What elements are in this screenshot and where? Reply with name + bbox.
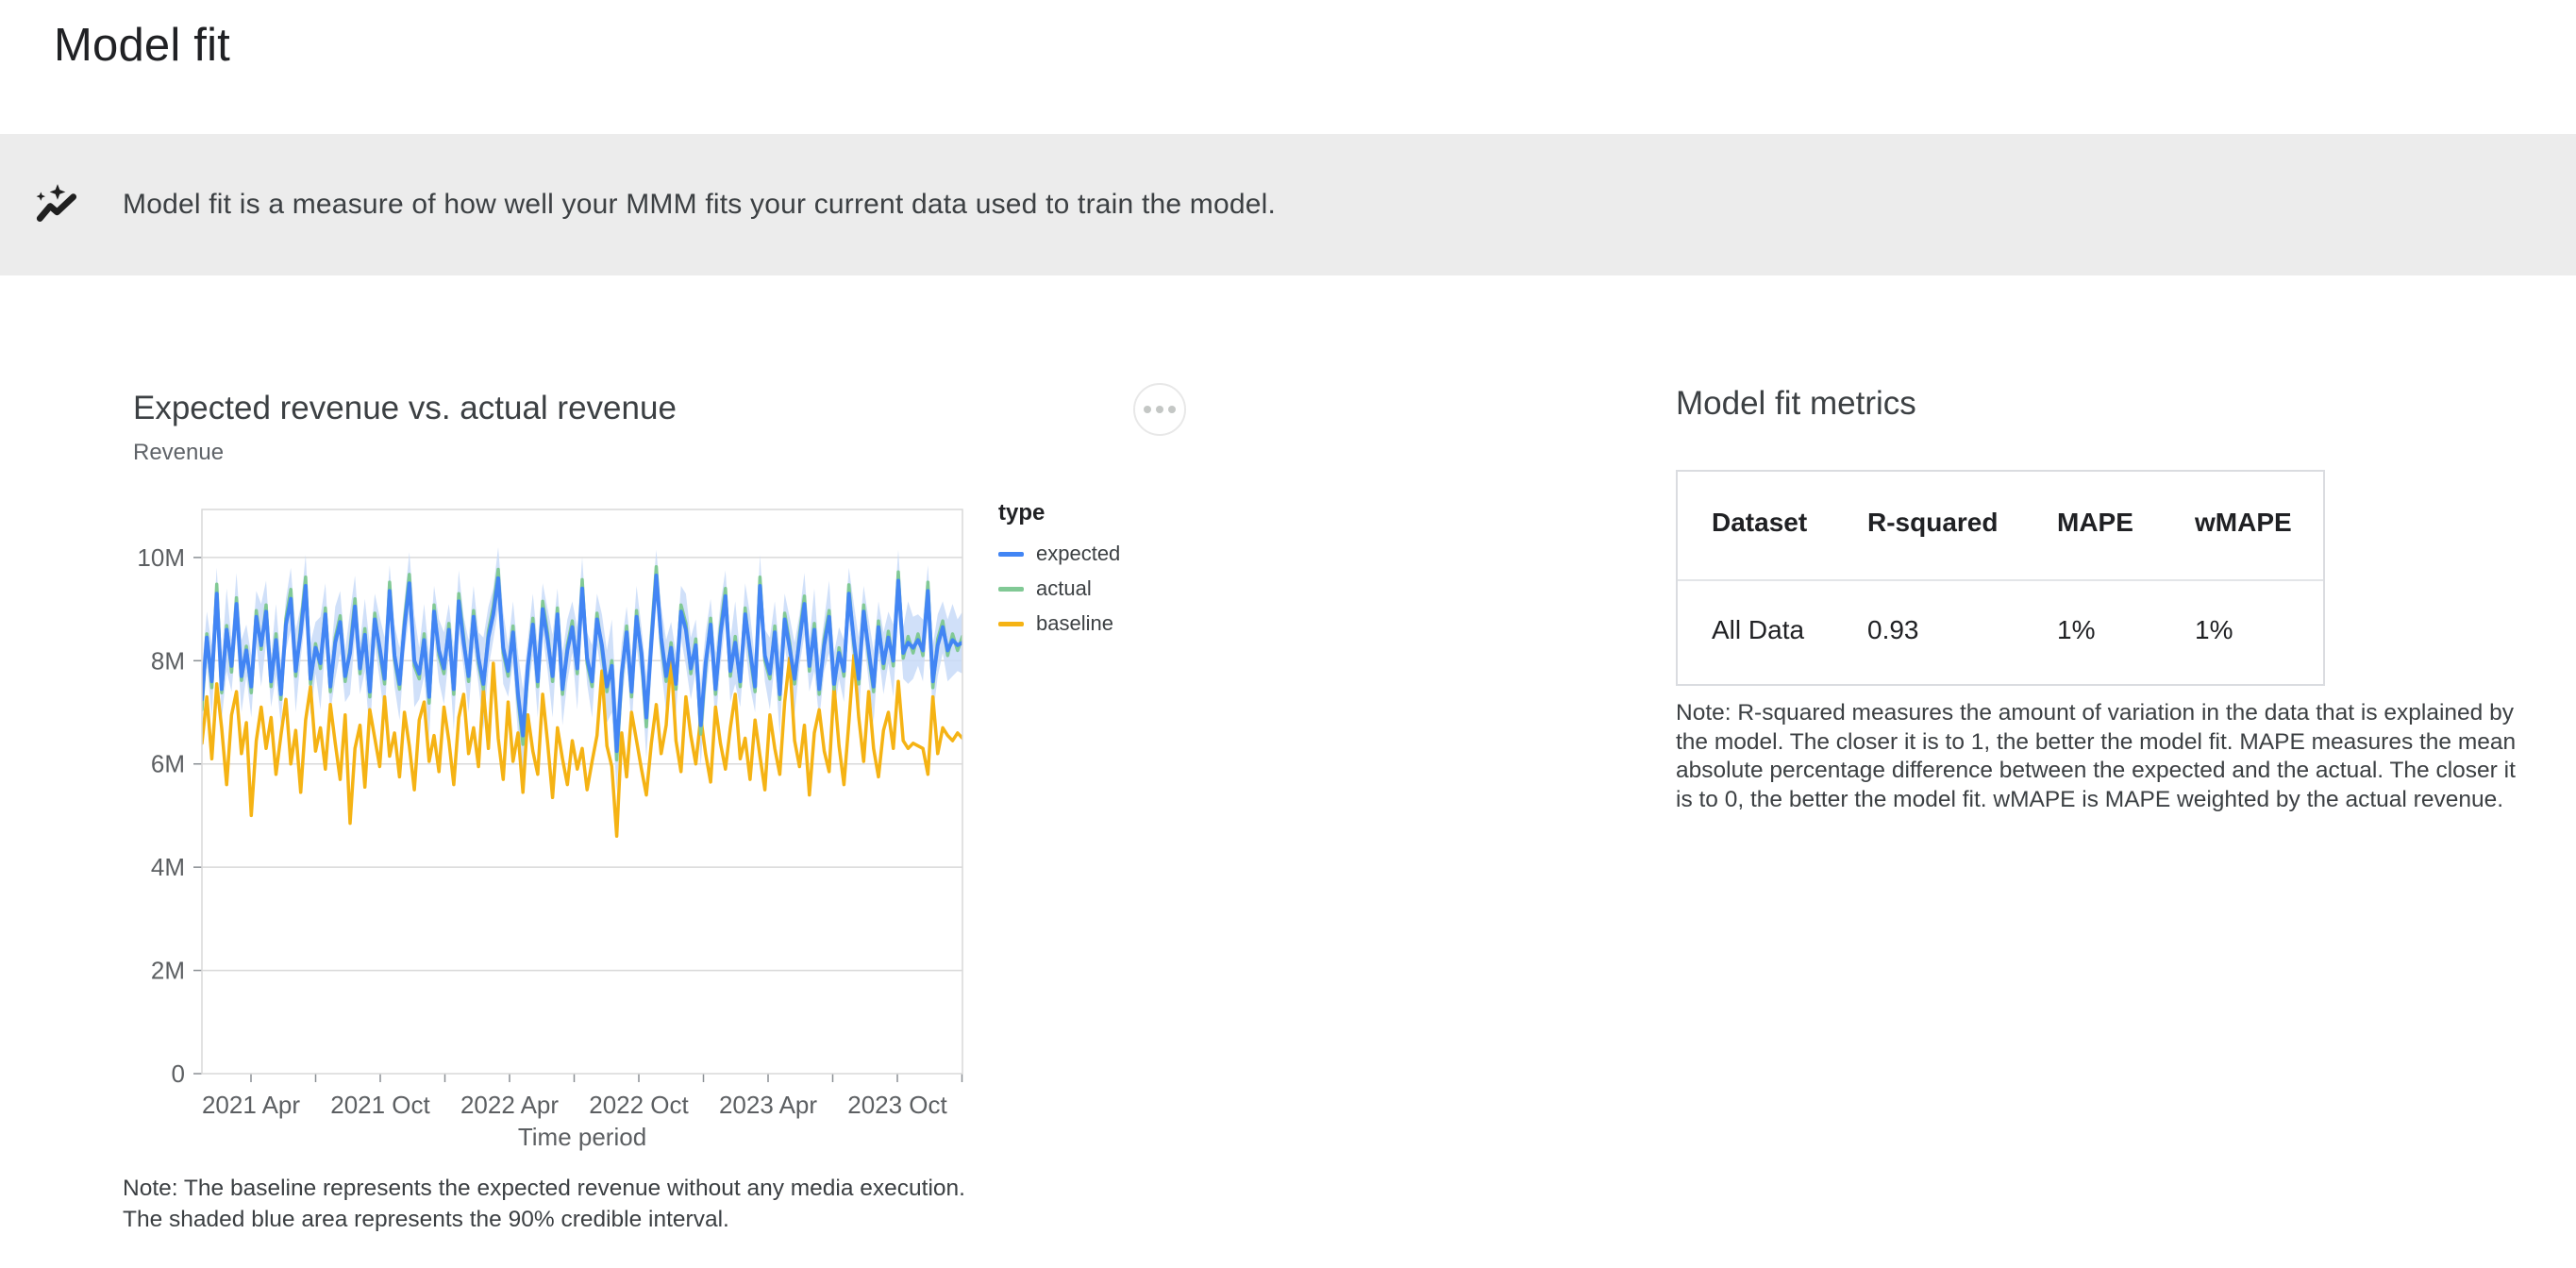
svg-text:2021 Apr: 2021 Apr	[202, 1091, 300, 1119]
legend-item-actual: actual	[998, 576, 1120, 601]
table-header-rsquared: R-squared	[1867, 508, 1999, 537]
actual-swatch	[998, 586, 1024, 592]
legend-item-expected: expected	[998, 542, 1120, 566]
banner-text: Model fit is a measure of how well your …	[123, 189, 1277, 220]
legend-title: type	[998, 500, 1045, 526]
table-header-divider	[1678, 579, 2323, 581]
table-cell-wmape: 1%	[2195, 615, 2233, 644]
svg-text:0: 0	[172, 1059, 185, 1088]
svg-text:4M: 4M	[151, 853, 185, 881]
chart-legend: type expected actual baseline	[998, 500, 1120, 646]
table-header-dataset: Dataset	[1712, 508, 1808, 537]
ellipsis-dot	[1168, 406, 1176, 413]
svg-text:10M: 10M	[137, 543, 185, 572]
table-cell-mape: 1%	[2057, 615, 2096, 644]
page-title: Model fit	[54, 20, 230, 71]
chart-note-line-1: Note: The baseline represents the expect…	[123, 1176, 965, 1201]
baseline-swatch	[998, 621, 1024, 626]
table-cell-rsquared: 0.93	[1867, 615, 1919, 644]
ellipsis-dot	[1144, 406, 1151, 413]
table-cell-dataset: All Data	[1712, 615, 1805, 644]
svg-text:8M: 8M	[151, 646, 185, 675]
chart-note-line-2: The shaded blue area represents the 90% …	[123, 1207, 729, 1232]
chart-title: Expected revenue vs. actual revenue	[133, 390, 677, 426]
svg-text:Time period: Time period	[518, 1123, 646, 1151]
svg-text:6M: 6M	[151, 750, 185, 778]
model-fit-metrics-table: Dataset R-squared MAPE wMAPE All Data 0.…	[1676, 470, 2325, 686]
page-header: Model fit	[0, 0, 2576, 134]
svg-text:2022 Apr: 2022 Apr	[460, 1091, 559, 1119]
metrics-note: Note: R-squared measures the amount of v…	[1676, 700, 2517, 812]
ellipsis-dot	[1156, 406, 1163, 413]
table-header-wmape: wMAPE	[2195, 508, 2292, 537]
chart-note: Note: The baseline represents the expect…	[123, 1173, 965, 1235]
table-header-mape: MAPE	[2057, 508, 2133, 537]
legend-item-baseline: baseline	[998, 611, 1120, 636]
svg-text:2023 Oct: 2023 Oct	[847, 1091, 947, 1119]
svg-text:2021 Oct: 2021 Oct	[330, 1091, 430, 1119]
more-options-button[interactable]	[1133, 383, 1186, 436]
svg-text:2022 Oct: 2022 Oct	[589, 1091, 689, 1119]
info-banner: Model fit is a measure of how well your …	[0, 134, 2576, 275]
chart-y-axis-title: Revenue	[133, 440, 225, 465]
svg-text:2023 Apr: 2023 Apr	[719, 1091, 817, 1119]
revenue-line-chart: 0 2M 4M 6M 8M 10M 2021 Apr 2021 Oct 2022 Apr 2022…	[117, 498, 995, 1174]
svg-text:2M: 2M	[151, 957, 185, 985]
expected-swatch	[998, 551, 1024, 557]
metrics-title: Model fit metrics	[1676, 385, 1916, 422]
model-fit-trend-sparkle-icon	[34, 183, 81, 226]
